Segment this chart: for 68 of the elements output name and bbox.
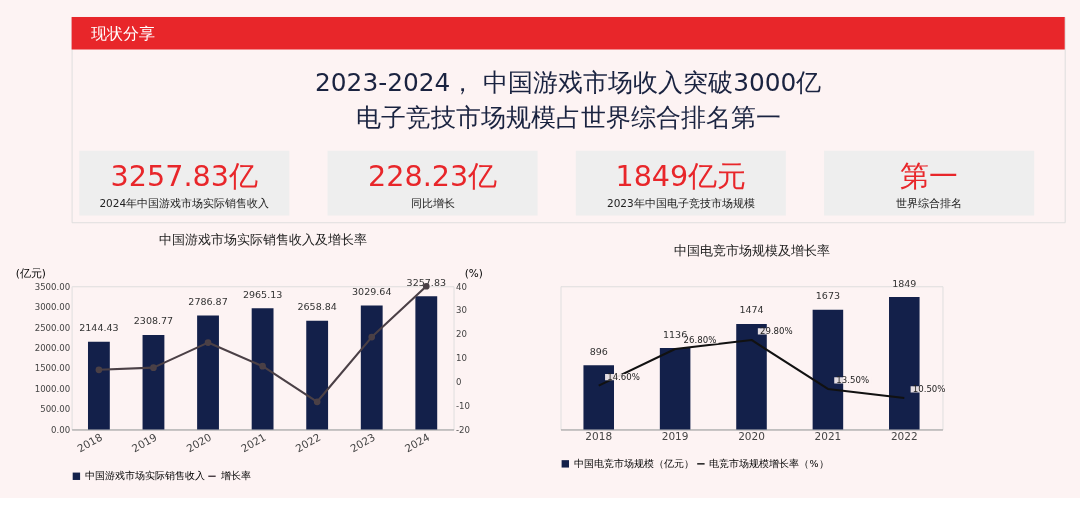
bar (87, 341, 110, 430)
point (368, 333, 376, 341)
y2-tick-label: 10 (455, 353, 467, 364)
y2-axis-title: (%) (464, 267, 483, 280)
y-tick-label: 2500.00 (34, 322, 71, 333)
bar (415, 296, 438, 430)
point (95, 366, 103, 374)
bar (197, 315, 219, 430)
text: 228.23亿 (367, 158, 498, 193)
x-tick-label: 2018 (585, 430, 613, 443)
legend-label: 中国游戏市场实际销售收入 (84, 470, 205, 482)
data-label: 2144.43 (79, 322, 119, 334)
data-label: 29.80% (759, 326, 793, 337)
y-tick-label: 1000.00 (34, 383, 71, 394)
data-label: 10.50% (912, 384, 946, 395)
x-tick-label: 2019 (661, 430, 689, 443)
text: 1849亿元 (615, 158, 747, 193)
point (150, 364, 157, 371)
legend-label: 增长率 (219, 470, 251, 482)
point (313, 398, 321, 406)
data-label: 2658.84 (297, 301, 337, 313)
text: 2023年中国电子竞技市场规模 (606, 196, 755, 209)
text: 同比增长 (410, 196, 455, 209)
point (259, 362, 266, 370)
y-tick-label: 2000.00 (34, 342, 71, 353)
text: 世界综合排名 (896, 196, 963, 209)
chart-title: 中国电竞市场规模及增长率 (673, 243, 830, 259)
legend-label: 电竞市场规模增长率（%） (709, 457, 829, 469)
y2-tick-label: -20 (455, 424, 470, 435)
point (204, 339, 212, 346)
y2-tick-label: 20 (455, 329, 467, 340)
text: 2024年中国游戏市场实际销售收入 (99, 196, 270, 209)
y-tick-label: 1500.00 (34, 363, 71, 374)
text: 第一 (900, 158, 959, 193)
data-label: 1474 (739, 304, 764, 316)
data-label: 2965.13 (242, 288, 283, 300)
y2-tick-label: 0 (455, 377, 462, 388)
bar (251, 308, 274, 430)
data-label: 2308.77 (133, 315, 174, 327)
data-label: 14.60% (607, 371, 640, 382)
text: 2023-2024， 中国游戏市场收入突破3000亿 (315, 68, 822, 98)
data-label: 1673 (815, 290, 841, 302)
y2-tick-label: -10 (455, 400, 470, 411)
bar (659, 348, 691, 430)
y-axis-title: (亿元) (15, 267, 46, 280)
y-tick-label: 3000.00 (34, 302, 71, 313)
x-tick-label: 2022 (890, 430, 918, 443)
data-label: 1849 (892, 277, 917, 289)
data-label: 13.50% (836, 375, 870, 386)
data-label: 3257.83 (406, 276, 447, 288)
x-tick-label: 2020 (738, 430, 765, 443)
y2-tick-label: 30 (455, 305, 467, 316)
data-label: 2786.87 (188, 295, 228, 307)
y-tick-label: 0.00 (51, 424, 71, 435)
text: 3257.83亿 (110, 158, 258, 193)
legend-label: 中国电竞市场规模（亿元） (573, 457, 694, 469)
x-tick-label: 2021 (814, 430, 842, 443)
bar (360, 305, 383, 430)
bar (306, 320, 329, 430)
y-tick-label: 3500.00 (34, 281, 71, 292)
data-label: 896 (589, 345, 608, 357)
chart-title: 中国游戏市场实际销售收入及增长率 (158, 232, 367, 248)
text: 现状分享 (90, 23, 155, 43)
text: 电子竞技市场规模占世界综合排名第一 (355, 102, 781, 132)
y-tick-label: 500.00 (40, 404, 71, 415)
y2-tick-label: 40 (455, 281, 467, 292)
data-label: 3029.64 (352, 285, 392, 297)
bar (142, 334, 165, 430)
